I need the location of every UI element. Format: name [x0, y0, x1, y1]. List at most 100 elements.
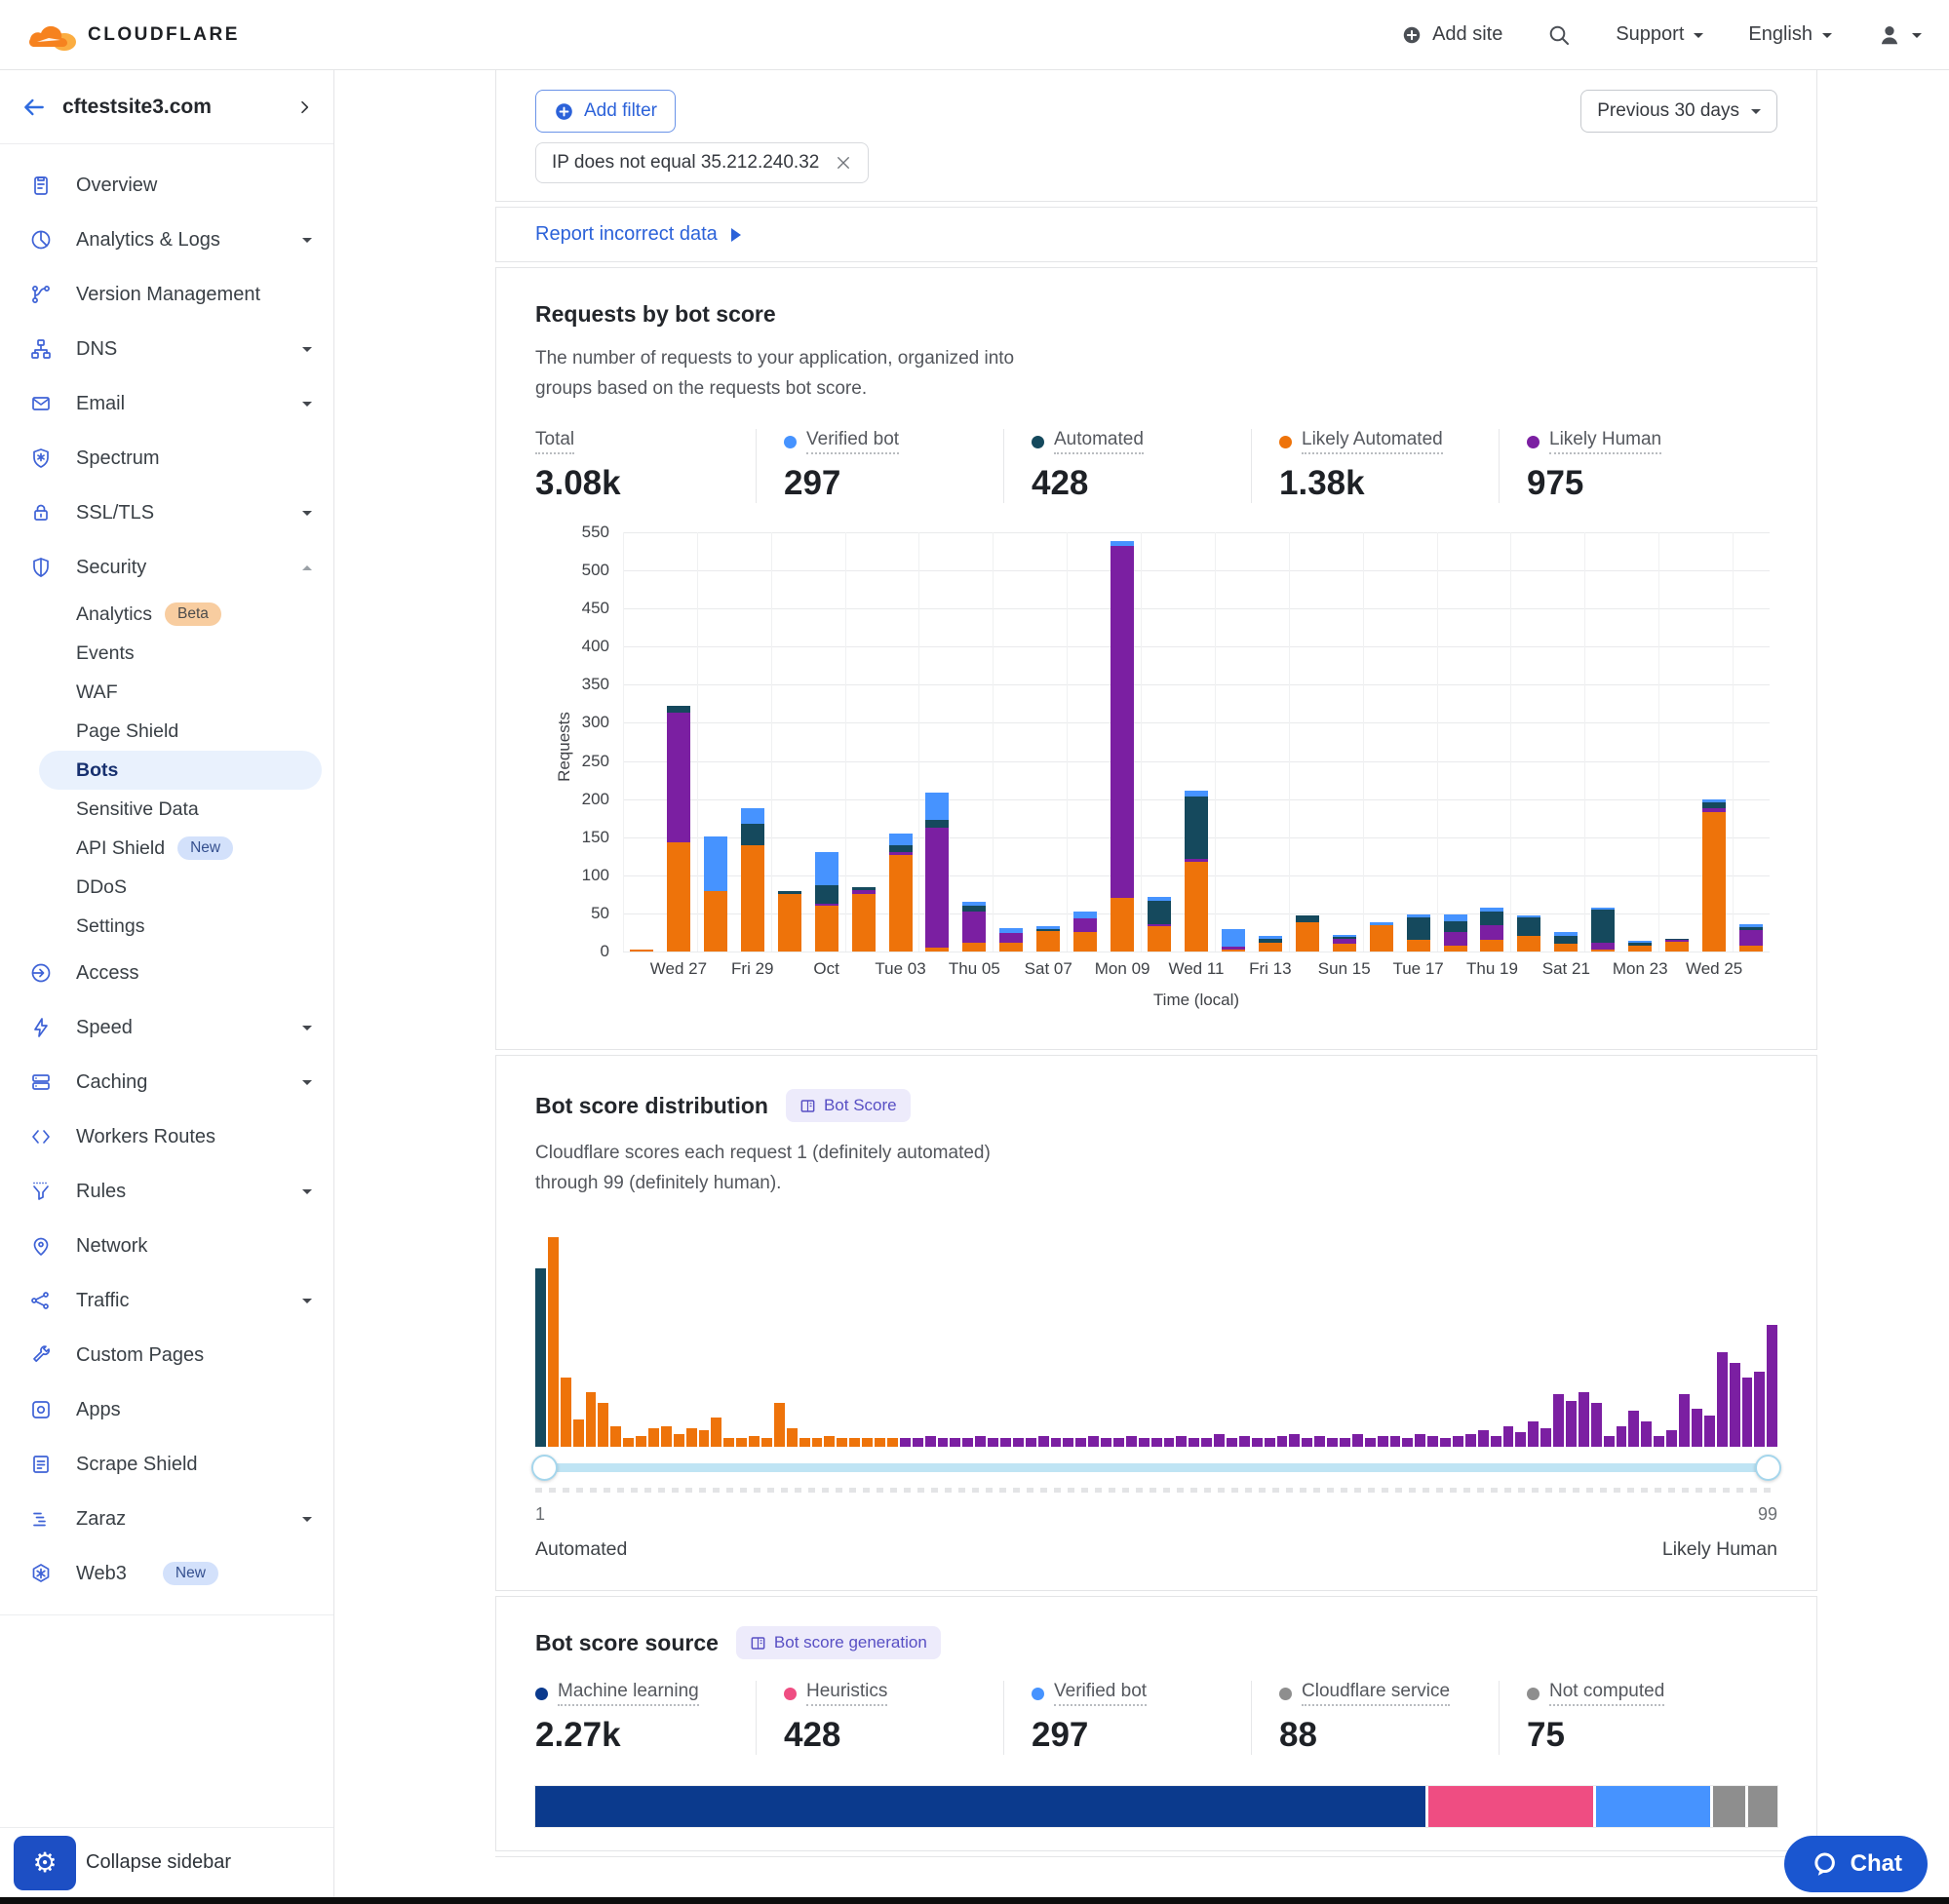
- stat-total: Total 3.08k: [535, 429, 756, 503]
- add-site-label: Add site: [1432, 23, 1503, 45]
- bar-segment-verified-bot: [1111, 541, 1135, 547]
- histogram-bar: [547, 1237, 559, 1447]
- support-menu[interactable]: Support: [1616, 23, 1704, 46]
- chat-button[interactable]: Chat: [1783, 1836, 1928, 1892]
- sidebar-item-analytics[interactable]: Analytics Beta: [0, 595, 333, 634]
- grid-line: [623, 684, 1770, 686]
- sidebar-item-waf[interactable]: WAF: [0, 673, 333, 712]
- back-arrow-icon[interactable]: [21, 95, 47, 120]
- histogram-bar: [1276, 1436, 1288, 1447]
- sidebar-item-spectrum[interactable]: Spectrum: [0, 431, 333, 486]
- add-filter-button[interactable]: Add filter: [535, 90, 676, 133]
- stat-label[interactable]: Verified bot: [1054, 1681, 1148, 1706]
- doc-icon: [751, 1636, 765, 1650]
- sidebar-item-sensitive-data[interactable]: Sensitive Data: [0, 790, 333, 829]
- bar-segment-likely-automated: [777, 893, 801, 952]
- grid-line-vertical: [1141, 532, 1143, 952]
- sidebar-item-overview[interactable]: Overview: [0, 158, 333, 213]
- chevron-down-icon: [302, 1025, 312, 1035]
- bar-segment-likely-automated: [1628, 945, 1653, 952]
- slider-handle-min[interactable]: [531, 1455, 558, 1481]
- bar-segment-automated: [1517, 916, 1541, 937]
- slider-handle-max[interactable]: [1755, 1455, 1781, 1481]
- sidebar-item-access[interactable]: Access: [0, 946, 333, 1000]
- sidebar-item-label: Workers Routes: [76, 1125, 216, 1147]
- brand-text: CLOUDFLARE: [88, 23, 240, 45]
- sidebar-item-custom-pages[interactable]: Custom Pages: [0, 1328, 333, 1382]
- sidebar-item-scrape-shield[interactable]: Scrape Shield: [0, 1437, 333, 1492]
- histogram-bar: [1150, 1438, 1162, 1447]
- histogram-bar: [1490, 1436, 1501, 1447]
- close-icon[interactable]: [835, 154, 852, 172]
- sidebar-item-workers-routes[interactable]: Workers Routes: [0, 1109, 333, 1164]
- stat-label[interactable]: Automated: [1054, 429, 1144, 454]
- chevron-right-icon[interactable]: [296, 99, 312, 115]
- stat-label[interactable]: Heuristics: [806, 1681, 888, 1706]
- language-menu[interactable]: English: [1748, 23, 1832, 46]
- cloudflare-logo[interactable]: CLOUDFLARE: [27, 19, 240, 52]
- sidebar-item-web3[interactable]: Web3 New: [0, 1546, 333, 1601]
- y-tick-label: 550: [581, 523, 609, 541]
- sidebar-item-analytics-logs[interactable]: Analytics & Logs: [0, 213, 333, 267]
- stat-value: 88: [1279, 1716, 1317, 1754]
- sidebar-item-ddos[interactable]: DDoS: [0, 868, 333, 907]
- histogram-bar: [875, 1438, 885, 1447]
- sidebar-item-dns[interactable]: DNS: [0, 322, 333, 376]
- sidebar-item-bots[interactable]: Bots: [39, 751, 322, 790]
- grid-line: [623, 570, 1770, 572]
- histogram-bar: [1101, 1438, 1111, 1447]
- histogram-bar: [950, 1438, 961, 1447]
- stat-label[interactable]: Likely Human: [1549, 429, 1662, 454]
- legend-dot: [1032, 435, 1044, 448]
- stat-label[interactable]: Likely Automated: [1302, 429, 1443, 454]
- grid-line-vertical: [1584, 532, 1586, 952]
- sidebar-item-page-shield[interactable]: Page Shield: [0, 712, 333, 751]
- slider-track[interactable]: [535, 1463, 1777, 1472]
- sidebar-item-caching[interactable]: Caching: [0, 1055, 333, 1109]
- stat-likely-automated: Likely Automated 1.38k: [1251, 429, 1499, 503]
- sidebar-item-traffic[interactable]: Traffic: [0, 1273, 333, 1328]
- stat-label[interactable]: Verified bot: [806, 429, 900, 454]
- bot-score-doc-badge[interactable]: Bot Score: [785, 1089, 911, 1122]
- bar-segment-likely-human: [666, 713, 690, 843]
- sidebar-item-ssl-tls[interactable]: SSL/TLS: [0, 486, 333, 540]
- sidebar-item-zaraz[interactable]: Zaraz: [0, 1492, 333, 1546]
- stat-label[interactable]: Cloudflare service: [1302, 1681, 1451, 1706]
- report-incorrect-data-link[interactable]: Report incorrect data: [535, 223, 748, 246]
- sidebar-item-rules[interactable]: Rules: [0, 1164, 333, 1219]
- stat-label[interactable]: Total: [535, 429, 575, 454]
- bar-segment-automated: [888, 844, 913, 853]
- dns-icon: [29, 337, 53, 361]
- y-tick-label: 350: [581, 675, 609, 694]
- sidebar-item-speed[interactable]: Speed: [0, 1000, 333, 1055]
- stat-label[interactable]: Machine learning: [558, 1681, 699, 1706]
- sidebar-item-label: Network: [76, 1234, 148, 1257]
- bar-segment-likely-human: [851, 890, 876, 894]
- account-menu[interactable]: [1877, 22, 1922, 48]
- sidebar-item-security[interactable]: Security: [0, 540, 333, 595]
- sidebar-item-settings[interactable]: Settings: [0, 907, 333, 946]
- bar-segment-likely-automated: [1111, 898, 1135, 952]
- settings-gear-button[interactable]: ⚙: [14, 1835, 76, 1890]
- bar-segment-verified-bot: [1185, 791, 1208, 797]
- time-range-select[interactable]: Previous 30 days: [1580, 90, 1777, 133]
- add-site-button[interactable]: Add site: [1401, 23, 1502, 46]
- sidebar-item-events[interactable]: Events: [0, 634, 333, 673]
- sidebar-item-apps[interactable]: Apps: [0, 1382, 333, 1437]
- sidebar-item-version-management[interactable]: Version Management: [0, 267, 333, 322]
- histogram-bar: [786, 1427, 798, 1447]
- bot-score-distribution-card: Bot score distribution Bot Score Cloudfl…: [495, 1055, 1817, 1591]
- sidebar-item-email[interactable]: Email: [0, 376, 333, 431]
- sidebar-item-network[interactable]: Network: [0, 1219, 333, 1273]
- collapse-sidebar-label[interactable]: Collapse sidebar: [86, 1851, 231, 1873]
- sidebar-subitem-label: WAF: [76, 680, 118, 703]
- stat-label[interactable]: Not computed: [1549, 1681, 1665, 1706]
- sidebar-item-api-shield[interactable]: API Shield New: [0, 829, 333, 868]
- bar-segment-likely-human: [1702, 808, 1727, 812]
- bot-score-generation-doc-badge[interactable]: Bot score generation: [735, 1626, 941, 1659]
- x-tick-label: Fri 29: [731, 959, 774, 978]
- bar-segment-likely-human: [999, 933, 1024, 944]
- grid-line-vertical: [1436, 532, 1438, 952]
- histogram-bar: [1578, 1392, 1589, 1447]
- search-icon[interactable]: [1547, 23, 1571, 47]
